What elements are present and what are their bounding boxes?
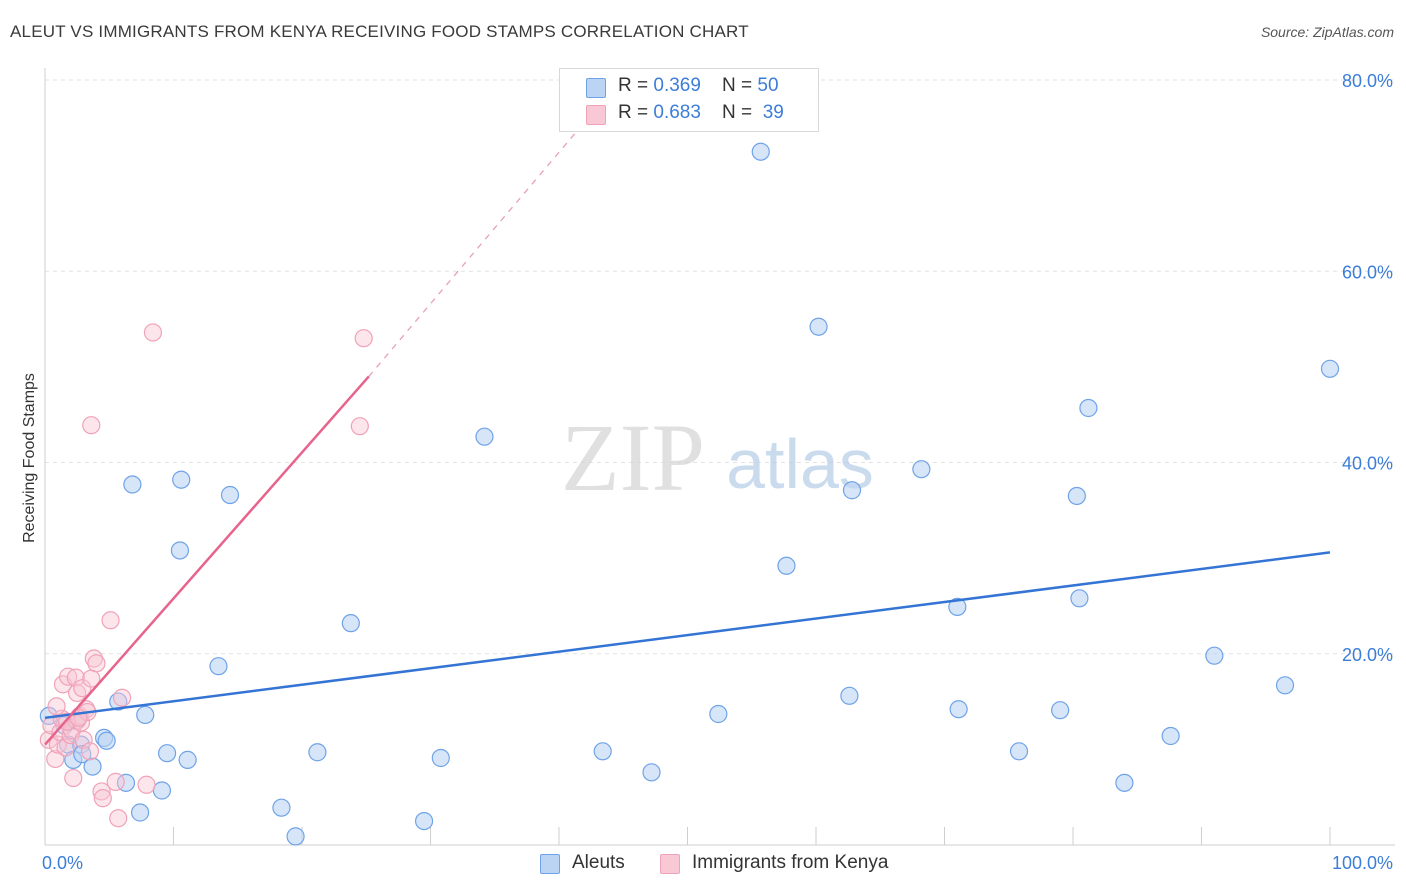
aleut-point [308, 743, 327, 762]
kenya-legend-label: Immigrants from Kenya [692, 852, 889, 873]
y-tick-label: 20.0% [1342, 645, 1393, 665]
aleut-point [777, 556, 796, 575]
axes [44, 68, 1395, 846]
aleut-point [157, 744, 177, 763]
aleuts-legend-label: Aleuts [572, 852, 625, 873]
aleut-point [1275, 676, 1295, 695]
aleuts-points [39, 142, 1340, 846]
aleut-point [1320, 359, 1340, 378]
y-tick-label: 60.0% [1342, 262, 1393, 282]
aleut-point [431, 748, 450, 768]
kenya-point [74, 730, 93, 749]
kenya-point [101, 611, 120, 630]
legend-r-value: 0.369 [653, 75, 701, 96]
kenya-point [87, 654, 106, 673]
aleut-point [912, 460, 931, 479]
correlation-legend: R = 0.369 N = 50 R = 0.683 N = 39 [559, 68, 819, 132]
y-tick-label: 80.0% [1342, 71, 1393, 91]
kenya-point [46, 749, 65, 769]
kenya-point [109, 809, 128, 828]
aleut-point [809, 317, 828, 336]
aleut-point [220, 485, 240, 505]
aleut-point [136, 705, 155, 725]
kenya-point [64, 768, 83, 788]
aleuts-trend-line [44, 551, 1331, 720]
kenya-point [137, 775, 156, 794]
aleut-point [949, 700, 968, 719]
aleut-point [209, 657, 228, 676]
aleut-point [1067, 486, 1086, 506]
legend-n-label: N = [722, 102, 758, 123]
aleut-point [475, 427, 494, 446]
kenya-point [80, 742, 100, 761]
aleut-point [123, 475, 142, 494]
aleut-point [842, 481, 862, 500]
aleut-point [1009, 742, 1029, 761]
kenya-swatch [586, 105, 606, 125]
aleut-point [130, 803, 150, 822]
aleut-point [840, 686, 859, 705]
legend-r-value: 0.683 [653, 102, 701, 123]
kenya-point [66, 668, 85, 687]
kenya-point [354, 329, 373, 348]
kenya-points [39, 323, 373, 828]
watermark: ZIP atlas [561, 404, 874, 511]
aleut-point [152, 781, 172, 800]
aleut-point [948, 597, 967, 616]
aleut-point [1079, 398, 1098, 418]
aleut-point [178, 750, 197, 769]
aleut-point [172, 470, 191, 489]
chart-title: ALEUT VS IMMIGRANTS FROM KENYA RECEIVING… [10, 22, 749, 41]
aleut-point [1070, 589, 1089, 608]
kenya-point [82, 416, 101, 435]
aleut-point [751, 142, 770, 161]
aleut-point [1161, 726, 1180, 746]
y-axis-label: Receiving Food Stamps [21, 373, 38, 543]
aleut-point [341, 614, 360, 633]
kenya-point [106, 772, 125, 791]
source-label: Source: ZipAtlas.com [1260, 24, 1394, 40]
legend-r-label: R = [618, 102, 654, 123]
kenya-point [47, 697, 66, 716]
tick-labels: 20.0% 40.0% 60.0% 80.0% 0.0% 100.0% [42, 71, 1393, 873]
aleut-point [1205, 646, 1224, 665]
aleut-point [1115, 773, 1134, 792]
kenya-trend-extension [368, 132, 577, 377]
aleuts-swatch [540, 854, 560, 874]
kenya-point [84, 649, 103, 668]
aleut-point [83, 757, 102, 776]
kenya-point [112, 688, 132, 707]
y-tick-label: 40.0% [1342, 454, 1393, 474]
aleuts-swatch [586, 78, 606, 98]
trend-lines [44, 132, 1331, 746]
legend-n-value: 39 [762, 102, 784, 123]
kenya-swatch [660, 854, 680, 874]
aleut-point [593, 742, 612, 761]
watermark-zip: ZIP [561, 404, 705, 511]
aleut-point [97, 731, 116, 750]
aleut-point [272, 798, 291, 817]
aleut-point [170, 541, 190, 560]
kenya-trend-line [44, 375, 370, 746]
kenya-point [143, 323, 163, 342]
kenya-point [350, 417, 369, 436]
aleut-point [1051, 701, 1070, 720]
kenya-point [92, 782, 111, 801]
legend-r-label: R = [618, 75, 654, 96]
aleut-point [286, 827, 305, 846]
aleut-point [414, 811, 434, 831]
kenya-point [59, 667, 78, 686]
aleut-point [709, 704, 728, 724]
x-tick-label: 100.0% [1332, 853, 1393, 873]
legend-n-label: N = [722, 75, 758, 96]
legend-n-value: 50 [757, 75, 779, 96]
gridlines [45, 79, 1395, 655]
kenya-point [93, 789, 112, 808]
aleut-point [642, 763, 661, 782]
x-tick-label: 0.0% [42, 853, 83, 873]
